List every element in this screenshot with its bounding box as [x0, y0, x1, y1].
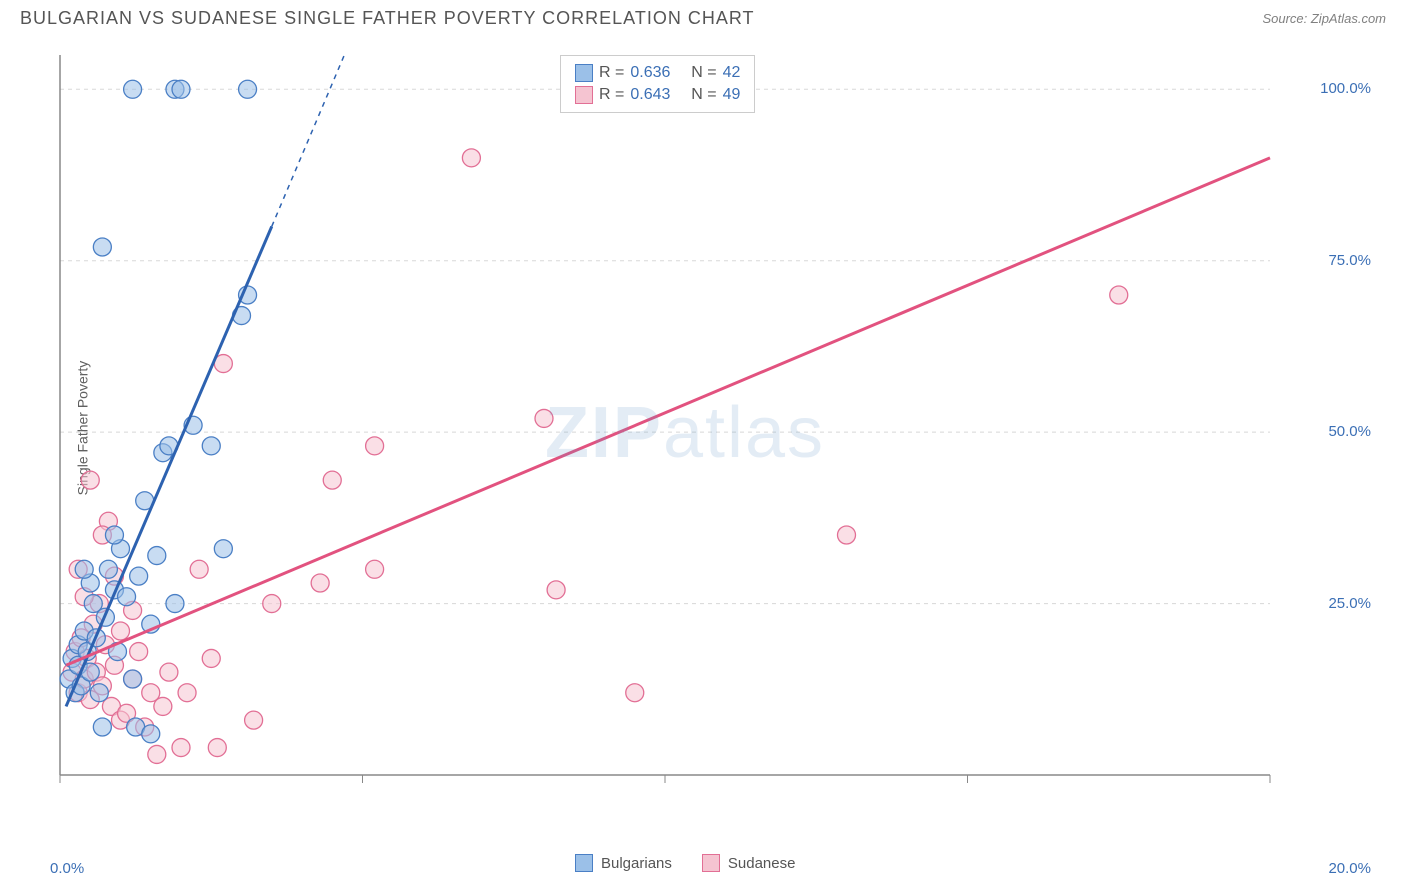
y-tick-50: 50.0% [1328, 423, 1371, 440]
n-label: N = [691, 64, 716, 82]
swatch-sudanese [575, 86, 593, 104]
chart-svg [50, 50, 1320, 815]
n-value-bulgarians: 42 [723, 64, 741, 82]
source-attribution: Source: ZipAtlas.com [1262, 11, 1386, 26]
n-label: N = [691, 86, 716, 104]
correlation-legend: R = 0.636 N = 42 R = 0.643 N = 49 [560, 55, 755, 113]
swatch-bulgarians [575, 64, 593, 82]
legend-item-sudanese: Sudanese [702, 854, 796, 872]
x-tick-0: 0.0% [50, 860, 84, 877]
scatter-plot: ZIPatlas [50, 50, 1320, 815]
r-value-sudanese: 0.643 [630, 86, 670, 104]
y-tick-75: 75.0% [1328, 252, 1371, 269]
legend-row-bulgarians: R = 0.636 N = 42 [575, 62, 740, 84]
r-label: R = [599, 64, 624, 82]
legend-label-sudanese: Sudanese [728, 855, 796, 872]
y-tick-25: 25.0% [1328, 595, 1371, 612]
r-value-bulgarians: 0.636 [630, 64, 670, 82]
series-legend: Bulgarians Sudanese [575, 854, 795, 872]
y-tick-100: 100.0% [1320, 80, 1371, 97]
swatch-sudanese-icon [702, 854, 720, 872]
r-label: R = [599, 86, 624, 104]
chart-title: BULGARIAN VS SUDANESE SINGLE FATHER POVE… [20, 8, 755, 29]
legend-row-sudanese: R = 0.643 N = 49 [575, 84, 740, 106]
legend-label-bulgarians: Bulgarians [601, 855, 672, 872]
legend-item-bulgarians: Bulgarians [575, 854, 672, 872]
n-value-sudanese: 49 [723, 86, 741, 104]
swatch-bulgarians-icon [575, 854, 593, 872]
x-tick-20: 20.0% [1328, 860, 1371, 877]
